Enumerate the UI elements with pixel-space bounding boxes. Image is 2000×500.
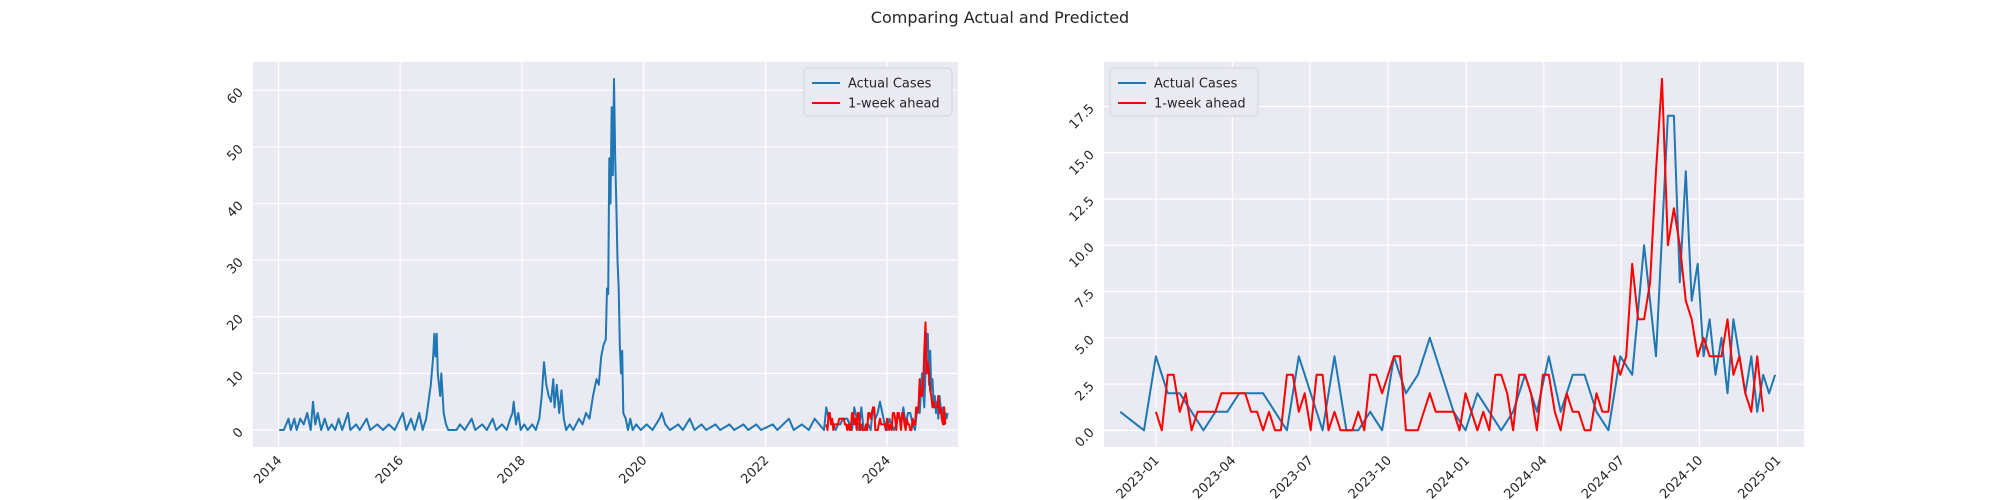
y-tick-label: 20 <box>224 312 246 334</box>
series-line-predicted <box>1154 77 1765 432</box>
legend: Actual Cases 1-week ahead <box>1109 67 1259 117</box>
x-tick-label: 2014 <box>251 453 285 487</box>
legend-box <box>803 67 953 117</box>
x-tick-label: 2024-07 <box>1579 453 1628 500</box>
x-tick-label: 2023-07 <box>1268 453 1317 500</box>
legend: Actual Cases 1-week ahead <box>803 67 953 117</box>
series-group <box>279 78 949 431</box>
y-tick-label: 50 <box>224 142 246 164</box>
y-tick-label: 60 <box>224 85 246 107</box>
y-tick-label: 10.0 <box>1067 240 1098 271</box>
legend-label: 1-week ahead <box>848 97 940 112</box>
y-tick-label: 40 <box>224 199 246 221</box>
y-tick-label: 0.0 <box>1072 425 1097 450</box>
x-tick-label: 2016 <box>373 453 407 487</box>
y-tick-label: 12.5 <box>1067 194 1098 225</box>
series-line-predicted <box>825 321 947 431</box>
y-tick-label: 10 <box>224 368 246 390</box>
x-tick-label: 2024-01 <box>1424 453 1473 500</box>
x-tick-label: 2024 <box>860 453 894 487</box>
chart-full-period: 2014 2016 2018 2020 2022 2024 0 10 20 30 40 50 60 Act… <box>224 62 958 487</box>
x-tick-label: 2024-04 <box>1502 453 1551 500</box>
x-tick-label: 2025-01 <box>1735 453 1784 500</box>
series-group <box>1119 77 1777 432</box>
legend-label: 1-week ahead <box>1154 97 1246 112</box>
x-tick-label: 2024-10 <box>1657 453 1706 500</box>
x-tick-label: 2023-01 <box>1114 453 1163 500</box>
plot-area <box>253 62 958 447</box>
x-tick-label: 2018 <box>495 453 529 487</box>
y-tick-label: 0 <box>230 425 246 441</box>
x-tick-label: 2022 <box>738 453 772 487</box>
y-tick-label: 15.0 <box>1067 148 1098 179</box>
y-tick-label: 30 <box>224 255 246 277</box>
x-tick-label: 2023-04 <box>1190 453 1239 500</box>
chart-recent-period: 2023-01 2023-04 2023-07 2023-10 2024-01 2024-… <box>1067 62 1804 500</box>
series-line-actual <box>1119 114 1777 432</box>
figure-title: Comparing Actual and Predicted <box>870 8 1130 27</box>
x-tick-label: 2020 <box>616 453 650 487</box>
y-tick-label: 17.5 <box>1067 101 1098 132</box>
y-tick-label: 5.0 <box>1072 333 1097 358</box>
legend-label: Actual Cases <box>1154 77 1238 92</box>
y-tick-label: 7.5 <box>1072 287 1097 312</box>
plot-area <box>1104 62 1804 447</box>
legend-box <box>1109 67 1259 117</box>
x-tick-label: 2023-10 <box>1346 453 1395 500</box>
legend-label: Actual Cases <box>848 77 932 92</box>
y-tick-label: 2.5 <box>1072 379 1097 404</box>
